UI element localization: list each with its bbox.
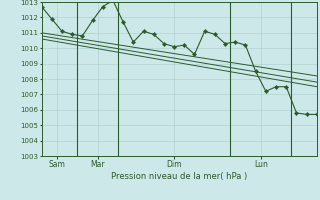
X-axis label: Pression niveau de la mer( hPa ): Pression niveau de la mer( hPa ) [111, 172, 247, 181]
